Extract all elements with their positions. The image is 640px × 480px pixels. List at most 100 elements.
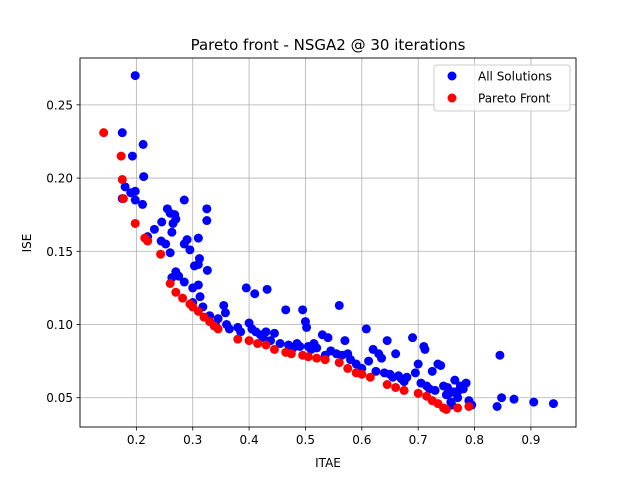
point-pareto-front (441, 404, 451, 414)
point-all-solutions (185, 245, 195, 255)
point-all-solutions (371, 366, 381, 376)
point-pareto-front (413, 388, 423, 398)
point-all-solutions (189, 261, 199, 271)
data-points (99, 71, 558, 414)
point-all-solutions (117, 128, 127, 138)
point-all-solutions (509, 394, 519, 404)
point-all-solutions (179, 195, 189, 205)
point-all-solutions (127, 151, 137, 161)
legend-label-all-solutions: All Solutions (478, 70, 552, 84)
point-pareto-front (286, 349, 296, 359)
point-pareto-front (382, 380, 392, 390)
point-all-solutions (298, 305, 308, 315)
point-all-solutions (281, 305, 291, 315)
point-pareto-front (365, 372, 375, 382)
point-pareto-front (399, 385, 409, 395)
point-all-solutions (149, 224, 159, 234)
point-all-solutions (157, 217, 167, 227)
point-all-solutions (302, 322, 312, 332)
point-all-solutions (262, 284, 272, 294)
point-pareto-front (165, 279, 175, 288)
y-tick-label: 0.15 (46, 245, 73, 259)
point-pareto-front (233, 334, 243, 344)
point-pareto-front (334, 358, 344, 368)
point-all-solutions (139, 172, 149, 182)
point-all-solutions (130, 186, 140, 196)
point-all-solutions (334, 300, 344, 310)
point-pareto-front (116, 151, 126, 161)
point-all-solutions (529, 397, 539, 407)
point-all-solutions (224, 324, 234, 334)
point-pareto-front (357, 369, 367, 379)
point-pareto-front (261, 340, 271, 350)
point-all-solutions (413, 359, 423, 369)
legend-label-pareto-front: Pareto Front (478, 92, 551, 106)
point-all-solutions (548, 399, 558, 409)
x-tick-label: 0.9 (521, 433, 540, 447)
point-all-solutions (408, 333, 418, 343)
point-all-solutions (241, 283, 251, 293)
point-all-solutions (430, 385, 440, 395)
point-pareto-front (343, 363, 353, 373)
point-pareto-front (464, 402, 474, 411)
point-all-solutions (269, 328, 279, 338)
y-tick-label: 0.25 (46, 98, 73, 112)
point-all-solutions (377, 353, 387, 363)
point-all-solutions (295, 341, 305, 351)
legend-box (433, 64, 571, 112)
point-all-solutions (323, 333, 333, 343)
point-all-solutions (165, 248, 175, 258)
point-pareto-front (312, 353, 322, 363)
point-all-solutions (193, 233, 203, 243)
point-pareto-front (171, 287, 181, 297)
plot-area-frame (79, 57, 577, 428)
point-all-solutions (382, 336, 392, 346)
x-tick-label: 0.5 (296, 433, 315, 447)
point-all-solutions (202, 265, 212, 275)
point-all-solutions (497, 393, 507, 403)
legend-marker-pareto-front (447, 93, 457, 103)
point-all-solutions (250, 289, 260, 299)
point-all-solutions (236, 327, 246, 337)
point-all-solutions (450, 375, 460, 385)
point-all-solutions (138, 139, 148, 149)
point-all-solutions (179, 277, 189, 287)
point-all-solutions (391, 349, 401, 359)
point-all-solutions (427, 366, 437, 376)
point-pareto-front (453, 403, 463, 413)
point-all-solutions (361, 324, 371, 334)
point-all-solutions (168, 218, 178, 228)
chart-title: Pareto front - NSGA2 @ 30 iterations (191, 36, 466, 54)
point-all-solutions (402, 372, 412, 382)
point-pareto-front (178, 293, 188, 303)
point-all-solutions (410, 368, 420, 378)
point-all-solutions (179, 239, 189, 249)
legend: All Solutions Pareto Front (433, 64, 571, 112)
point-all-solutions (161, 239, 171, 249)
point-all-solutions (420, 344, 430, 354)
x-tick-label: 0.4 (240, 433, 259, 447)
y-tick-label: 0.20 (46, 172, 73, 186)
point-pareto-front (253, 339, 263, 349)
point-all-solutions (453, 393, 463, 403)
point-pareto-front (156, 249, 166, 259)
x-tick-label: 0.7 (409, 433, 428, 447)
x-tick-label: 0.2 (127, 433, 146, 447)
point-all-solutions (261, 327, 271, 337)
legend-marker-all-solutions (447, 71, 457, 81)
point-all-solutions (220, 308, 230, 318)
point-all-solutions (193, 280, 203, 290)
point-pareto-front (193, 306, 203, 316)
point-pareto-front (269, 344, 279, 354)
point-pareto-front (117, 175, 127, 185)
y-tick-label: 0.10 (46, 318, 73, 332)
point-pareto-front (213, 324, 223, 334)
y-tick-label: 0.05 (46, 391, 73, 405)
point-all-solutions (436, 361, 446, 370)
point-all-solutions (492, 402, 502, 411)
point-pareto-front (99, 128, 109, 138)
point-all-solutions (340, 336, 350, 346)
point-all-solutions (219, 300, 229, 310)
